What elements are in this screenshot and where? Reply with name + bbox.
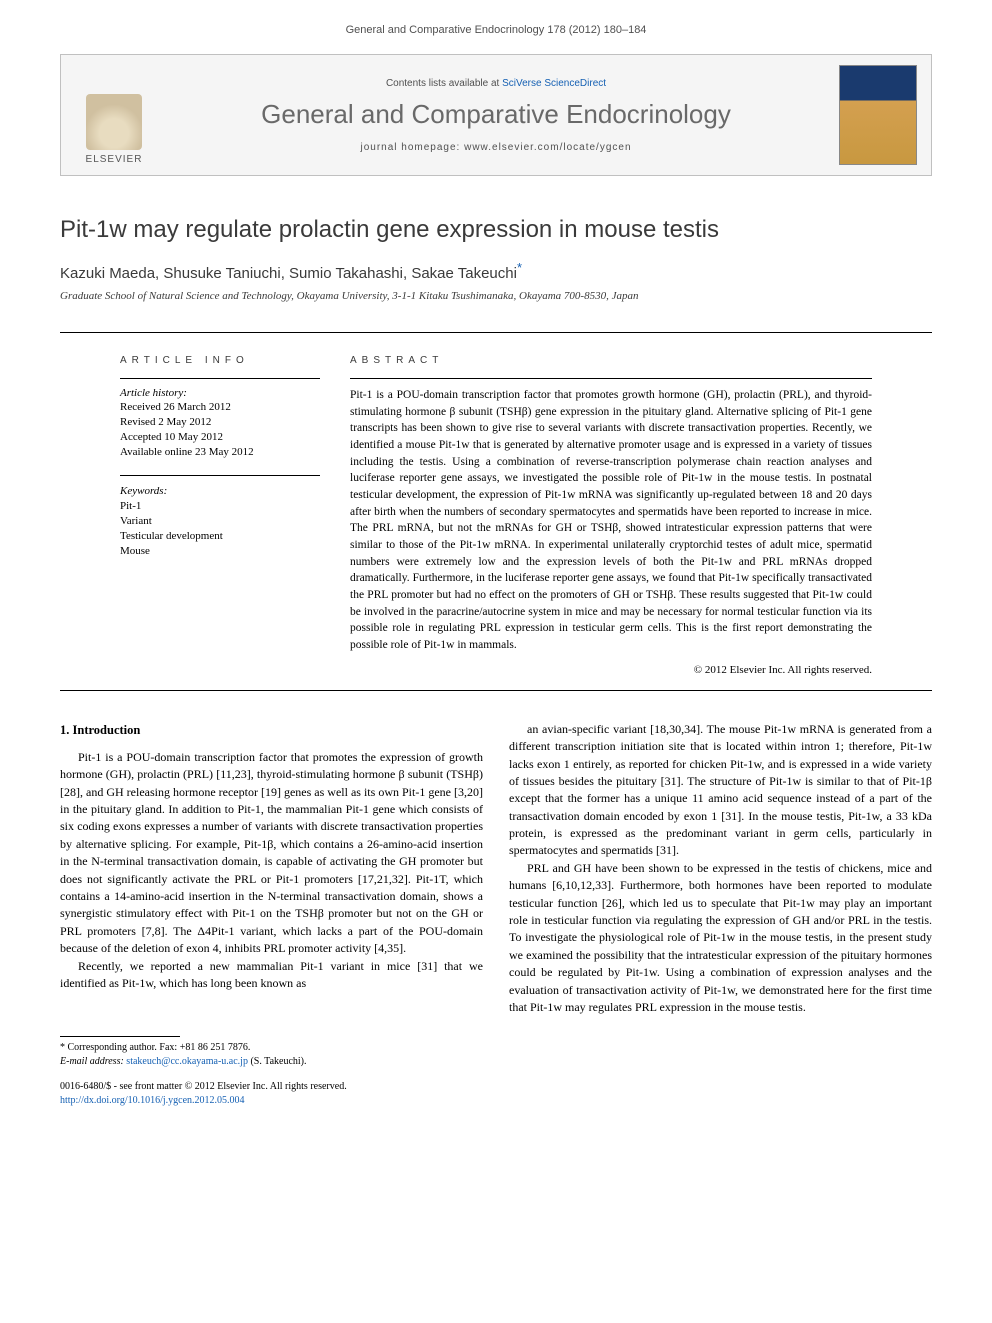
body-column-right: an avian-specific variant [18,30,34]. Th…: [509, 721, 932, 1017]
keyword-2: Variant: [120, 514, 320, 529]
article-info-column: article info Article history: Received 2…: [120, 355, 320, 676]
history-revised: Revised 2 May 2012: [120, 415, 320, 430]
email-suffix: (S. Takeuchi).: [248, 1056, 307, 1067]
keyword-3: Testicular development: [120, 529, 320, 544]
keywords-head: Keywords:: [120, 484, 320, 499]
history-received: Received 26 March 2012: [120, 400, 320, 415]
history-online: Available online 23 May 2012: [120, 445, 320, 460]
article-title: Pit-1w may regulate prolactin gene expre…: [60, 216, 932, 244]
homepage-prefix: journal homepage:: [360, 142, 464, 153]
front-matter-line: 0016-6480/$ - see front matter © 2012 El…: [60, 1080, 932, 1094]
intro-para-3: an avian-specific variant [18,30,34]. Th…: [509, 721, 932, 860]
corresponding-mark: *: [517, 260, 522, 275]
scidirect-link[interactable]: SciVerse ScienceDirect: [502, 78, 606, 89]
footer-block: * Corresponding author. Fax: +81 86 251 …: [0, 1036, 992, 1127]
contents-lists-line: Contents lists available at SciVerse Sci…: [153, 78, 839, 89]
intro-para-4: PRL and GH have been shown to be express…: [509, 860, 932, 1017]
corresponding-footnote: * Corresponding author. Fax: +81 86 251 …: [60, 1041, 932, 1068]
keyword-1: Pit-1: [120, 499, 320, 514]
publisher-logo-block: ELSEVIER: [75, 65, 153, 165]
abstract-label: abstract: [350, 355, 872, 366]
running-header: General and Comparative Endocrinology 17…: [0, 0, 992, 44]
corr-author-line: * Corresponding author. Fax: +81 86 251 …: [60, 1041, 932, 1055]
keywords-block: Keywords: Pit-1 Variant Testicular devel…: [120, 475, 320, 558]
introduction-heading: 1. Introduction: [60, 721, 483, 739]
copyright-footer: 0016-6480/$ - see front matter © 2012 El…: [60, 1080, 932, 1107]
banner-center: Contents lists available at SciVerse Sci…: [153, 78, 839, 153]
abstract-column: abstract Pit-1 is a POU-domain transcrip…: [350, 355, 872, 676]
homepage-url[interactable]: www.elsevier.com/locate/ygcen: [464, 142, 631, 153]
article-history-head: Article history:: [120, 378, 320, 399]
elsevier-label: ELSEVIER: [86, 154, 143, 165]
contents-prefix: Contents lists available at: [386, 78, 502, 89]
affiliation: Graduate School of Natural Science and T…: [60, 290, 932, 302]
email-link[interactable]: stakeuch@cc.okayama-u.ac.jp: [126, 1056, 248, 1067]
info-abstract-row: article info Article history: Received 2…: [60, 332, 932, 676]
journal-name: General and Comparative Endocrinology: [153, 99, 839, 130]
doi-link[interactable]: http://dx.doi.org/10.1016/j.ygcen.2012.0…: [60, 1095, 245, 1106]
email-line: E-mail address: stakeuch@cc.okayama-u.ac…: [60, 1055, 932, 1069]
abstract-text: Pit-1 is a POU-domain transcription fact…: [350, 378, 872, 654]
footnote-rule: [60, 1036, 180, 1037]
email-label: E-mail address:: [60, 1056, 126, 1067]
author-list: Kazuki Maeda, Shusuke Taniuchi, Sumio Ta…: [60, 260, 932, 282]
title-block: Pit-1w may regulate prolactin gene expre…: [0, 186, 992, 332]
abstract-copyright: © 2012 Elsevier Inc. All rights reserved…: [350, 664, 872, 676]
journal-homepage-line: journal homepage: www.elsevier.com/locat…: [153, 142, 839, 153]
intro-para-2: Recently, we reported a new mammalian Pi…: [60, 958, 483, 993]
journal-banner: ELSEVIER Contents lists available at Sci…: [60, 54, 932, 176]
intro-para-1: Pit-1 is a POU-domain transcription fact…: [60, 749, 483, 958]
keyword-4: Mouse: [120, 544, 320, 559]
journal-cover-thumbnail: [839, 65, 917, 165]
article-info-label: article info: [120, 355, 320, 366]
history-accepted: Accepted 10 May 2012: [120, 430, 320, 445]
authors-names: Kazuki Maeda, Shusuke Taniuchi, Sumio Ta…: [60, 265, 517, 282]
elsevier-tree-icon: [86, 94, 142, 150]
body-column-left: 1. Introduction Pit-1 is a POU-domain tr…: [60, 721, 483, 1017]
body-two-columns: 1. Introduction Pit-1 is a POU-domain tr…: [0, 691, 992, 1037]
